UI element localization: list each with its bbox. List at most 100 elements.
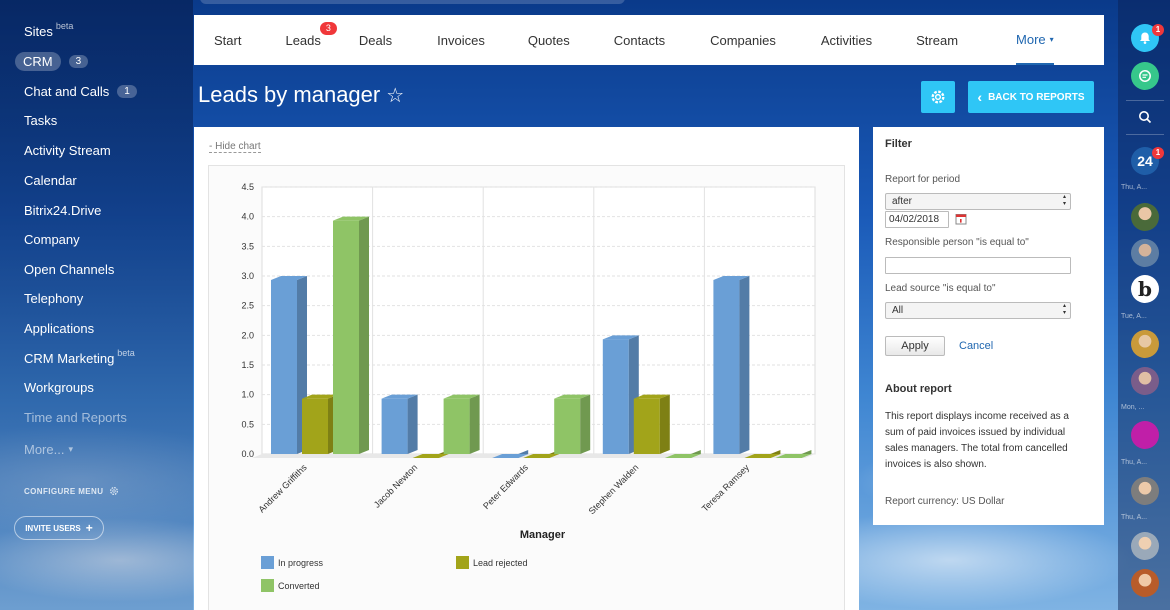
sidebar-item-crm-marketing[interactable]: CRM Marketing beta <box>24 348 135 368</box>
bar <box>302 398 328 455</box>
responsible-input[interactable] <box>885 257 1071 274</box>
left-sidebar: Sites beta CRM 3 Chat and Calls 1 Tasks Act… <box>0 0 193 610</box>
bar-top <box>664 454 701 458</box>
sidebar-item-sites[interactable]: Sites beta <box>24 21 73 41</box>
bar-top <box>775 454 812 458</box>
bitrix24-chat-button[interactable]: 24 1 <box>1131 147 1164 175</box>
avatar[interactable] <box>1131 532 1159 560</box>
sidebar-item-label: Bitrix24.Drive <box>24 202 102 218</box>
sidebar-item-chat[interactable]: Chat and Calls 1 <box>24 81 137 101</box>
tab-leads[interactable]: Leads 3 <box>285 15 337 65</box>
avatar[interactable]: b <box>1131 275 1159 303</box>
y-tick-label: 1.0 <box>241 390 254 400</box>
bar-side <box>359 216 369 454</box>
sidebar-item-crm[interactable]: CRM 3 <box>15 51 89 71</box>
avatar[interactable] <box>1131 239 1159 267</box>
legend-swatch <box>261 556 274 569</box>
bar-top <box>744 454 781 458</box>
avatar[interactable] <box>1131 477 1159 505</box>
source-select[interactable]: All <box>885 302 1071 319</box>
tab-companies[interactable]: Companies <box>710 15 776 65</box>
tab-activities[interactable]: Activities <box>821 15 872 65</box>
bar-side <box>739 276 750 454</box>
bar-top <box>492 454 529 458</box>
settings-button[interactable] <box>921 81 955 113</box>
x-tick-label: Teresa Ramsey <box>700 462 752 514</box>
legend-swatch <box>261 579 274 592</box>
configure-menu-button[interactable]: CONFIGURE MENU <box>24 486 119 496</box>
sidebar-item-telephony[interactable]: Telephony <box>24 288 83 308</box>
bar-top <box>381 394 418 399</box>
avatar[interactable] <box>1131 330 1159 358</box>
avatar[interactable] <box>1131 421 1159 449</box>
chevron-down-icon: ▾ <box>68 443 73 454</box>
chat-button[interactable] <box>1131 62 1159 90</box>
count-badge: 3 <box>68 54 89 68</box>
notifications-button[interactable]: 1 <box>1131 24 1164 52</box>
avatar[interactable] <box>1131 203 1159 231</box>
count-badge: 1 <box>117 84 137 98</box>
tab-label: Start <box>214 32 242 48</box>
bar <box>633 398 660 455</box>
avatar[interactable] <box>1131 569 1159 597</box>
invite-users-label: INVITE USERS <box>25 523 81 533</box>
responsible-label: Responsible person "is equal to" <box>885 237 1029 248</box>
filter-panel: Filter Report for period after 04/02/201… <box>873 127 1104 525</box>
tab-deals[interactable]: Deals <box>359 15 392 65</box>
sidebar-item-company[interactable]: Company <box>24 229 80 249</box>
cancel-link[interactable]: Cancel <box>959 340 994 352</box>
sidebar-item-more[interactable]: More... ▾ <box>24 439 73 459</box>
sidebar-item-label: More... <box>24 441 65 457</box>
bell-icon <box>1140 32 1150 44</box>
sidebar-item-workgroups[interactable]: Workgroups <box>24 377 94 397</box>
x-tick-label: Jacob Newton <box>372 462 419 509</box>
y-tick-label: 2.5 <box>241 301 254 311</box>
sidebar-item-open-channels[interactable]: Open Channels <box>24 259 114 279</box>
hide-chart-link[interactable]: - Hide chart <box>209 141 261 153</box>
date-input[interactable]: 04/02/2018 <box>885 211 949 228</box>
sidebar-item-label: Telephony <box>24 290 84 306</box>
sidebar-item-time-reports[interactable]: Time and Reports <box>24 407 127 427</box>
sidebar-item-drive[interactable]: Bitrix24.Drive <box>24 200 101 220</box>
bar-chart: 0.0 0.5 1.0 1.5 2.0 2.5 3.0 3.5 4.0 4.5 Andrew Gri… <box>241 182 816 592</box>
chat-badge: 1 <box>1152 147 1164 159</box>
calendar-icon[interactable] <box>955 213 967 225</box>
sidebar-item-label: Company <box>24 231 80 247</box>
bar <box>602 339 629 455</box>
tab-start[interactable]: Start <box>214 15 241 65</box>
sidebar-item-calendar[interactable]: Calendar <box>24 170 77 190</box>
tab-more[interactable]: More ▾ <box>1016 15 1054 65</box>
legend-label: Converted <box>278 581 320 591</box>
bar <box>381 398 408 455</box>
leads-count-badge: 3 <box>319 22 337 35</box>
search-bar[interactable] <box>200 0 625 4</box>
sidebar-item-applications[interactable]: Applications <box>24 318 94 338</box>
bar <box>554 398 581 455</box>
tab-contacts[interactable]: Contacts <box>614 15 665 65</box>
tab-quotes[interactable]: Quotes <box>528 15 570 65</box>
apply-button[interactable]: Apply <box>885 336 945 356</box>
avatar[interactable] <box>1131 367 1159 395</box>
star-icon[interactable]: ☆ <box>386 85 405 107</box>
bar <box>713 280 740 455</box>
bar-top <box>302 394 338 399</box>
chat-date: Thu, A... <box>1121 459 1148 466</box>
tab-stream[interactable]: Stream <box>916 15 958 65</box>
tab-label: Deals <box>358 32 393 48</box>
period-select[interactable]: after <box>885 193 1071 210</box>
back-to-reports-label: BACK TO REPORTS <box>988 91 1085 103</box>
chat-date: Mon, ... <box>1121 404 1145 411</box>
tab-invoices[interactable]: Invoices <box>437 15 485 65</box>
bar-top <box>713 276 750 280</box>
about-report-title: About report <box>885 383 952 395</box>
crm-top-nav: Start Leads 3 Deals Invoices Quotes Cont… <box>194 15 1104 65</box>
search-icon[interactable] <box>1138 110 1152 124</box>
sidebar-item-tasks[interactable]: Tasks <box>24 110 57 130</box>
back-to-reports-button[interactable]: ‹ BACK TO REPORTS <box>968 81 1094 113</box>
sidebar-item-activity-stream[interactable]: Activity Stream <box>24 140 111 160</box>
about-report-text: This report displays income received as … <box>885 411 1069 470</box>
plus-icon: + <box>85 521 93 535</box>
invite-users-button[interactable]: INVITE USERS + <box>14 516 104 540</box>
beta-tag: beta <box>117 348 135 358</box>
sidebar-item-label: CRM <box>15 51 61 71</box>
